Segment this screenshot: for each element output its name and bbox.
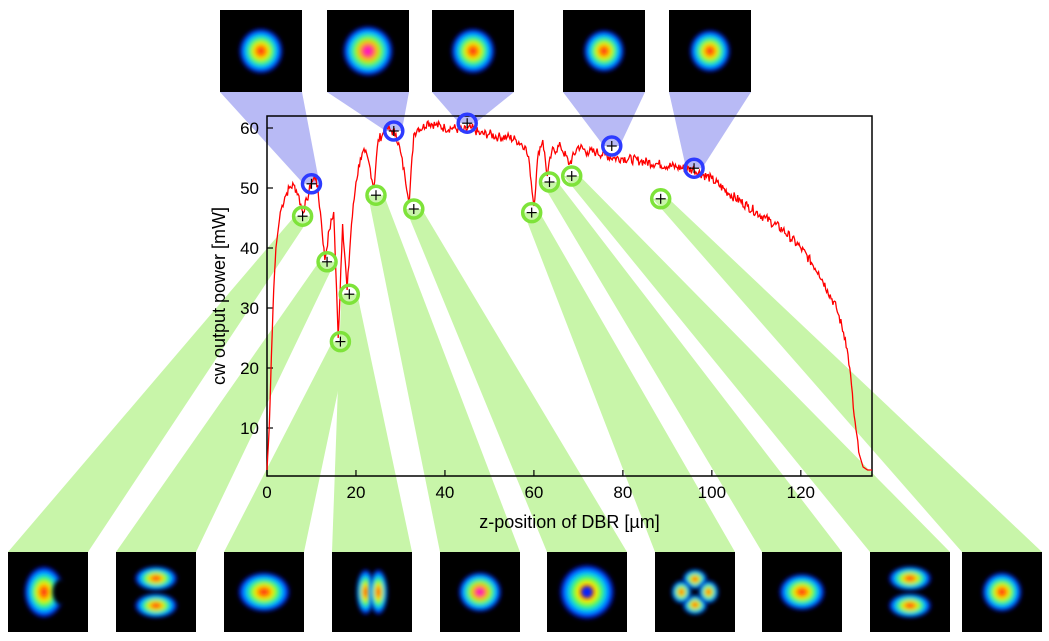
- y-tick-label: 60: [240, 119, 259, 138]
- beam-profile-bottom: [547, 552, 627, 632]
- blue-projection-wedge: [563, 92, 645, 146]
- beam-profile-bottom: [440, 552, 520, 632]
- green-projection-wedge: [563, 176, 950, 552]
- green-marker: [365, 184, 387, 206]
- beam-profile-bottom: [116, 552, 196, 632]
- x-axis-label: z-position of DBR [µm]: [479, 512, 659, 532]
- y-tick-label: 20: [240, 359, 259, 378]
- y-tick-label: 10: [240, 419, 259, 438]
- green-marker: [560, 165, 583, 187]
- x-tick-label: 100: [698, 483, 726, 502]
- blue-marker: [383, 120, 405, 142]
- y-axis-label: cw output power [mW]: [209, 207, 229, 385]
- x-tick-label: 80: [613, 483, 632, 502]
- beam-profile-bottom: [224, 552, 304, 632]
- beam-profile-top: [327, 10, 409, 92]
- blue-marker: [456, 112, 478, 134]
- beam-profiles: [8, 10, 1042, 632]
- y-tick-label: 50: [240, 179, 259, 198]
- green-projection-wedge: [541, 182, 842, 552]
- beam-profile-bottom: [870, 552, 950, 632]
- blue-projection-wedge: [220, 92, 320, 184]
- power-series-line: [266, 119, 872, 471]
- beam-profile-top: [563, 10, 645, 92]
- green-projection-wedge: [8, 216, 311, 552]
- green-marker: [291, 205, 314, 227]
- beam-profile-top: [432, 10, 514, 92]
- green-marker: [338, 283, 361, 305]
- green-marker: [316, 251, 338, 273]
- x-tick-label: 120: [787, 483, 815, 502]
- power-curve: [266, 119, 872, 471]
- green-marker: [329, 330, 352, 353]
- x-tick-label: 20: [347, 483, 366, 502]
- green-projection-wedge: [116, 261, 336, 552]
- beam-profile-bottom: [762, 552, 842, 632]
- green-projection-wedge: [652, 198, 1042, 553]
- green-projection-wedge: [367, 195, 520, 552]
- x-tick-label: 0: [262, 483, 271, 502]
- green-projection-wedge: [332, 294, 412, 552]
- x-tick-label: 40: [435, 483, 454, 502]
- beam-profile-bottom: [962, 552, 1042, 632]
- y-tick-label: 30: [240, 299, 259, 318]
- green-projection-wedge: [405, 209, 627, 552]
- blue-marker: [300, 173, 323, 195]
- beam-profile-top: [220, 10, 302, 92]
- green-projection-wedge: [523, 212, 735, 552]
- plot-axes: 0 20 40 60 80 100 120 10 20 30 40 50 60 z-position of…: [209, 115, 873, 532]
- markers: [291, 112, 705, 353]
- green-projection-wedge: [224, 341, 349, 552]
- beam-profile-bottom: [655, 552, 735, 632]
- beam-profile-bottom: [8, 552, 88, 632]
- x-tick-label: 60: [524, 483, 543, 502]
- blue-projection-wedge: [327, 92, 409, 131]
- blue-marker: [601, 135, 623, 157]
- beam-profile-top: [669, 10, 751, 92]
- beam-profile-bottom: [332, 552, 412, 632]
- green-marker: [649, 188, 672, 210]
- green-marker: [538, 171, 561, 193]
- y-tick-label: 40: [240, 239, 259, 258]
- green-marker: [403, 198, 425, 220]
- blue-marker: [683, 157, 705, 179]
- projection-wedges: [8, 92, 1042, 553]
- plot-frame: [266, 115, 873, 477]
- blue-projection-wedge: [669, 92, 751, 169]
- green-marker: [520, 201, 543, 224]
